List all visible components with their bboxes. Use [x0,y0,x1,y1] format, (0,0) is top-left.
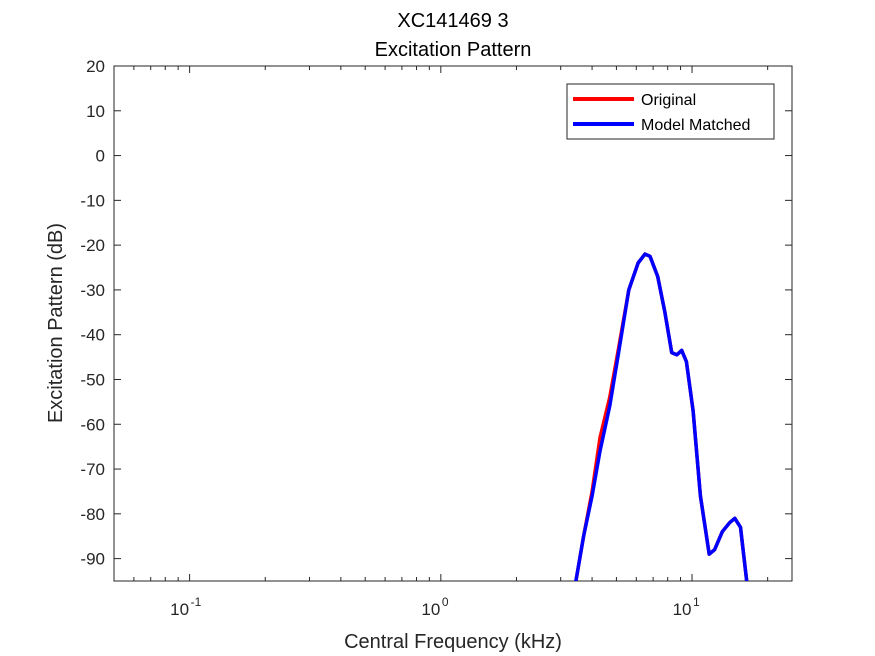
legend: Original Model Matched [566,83,775,140]
y-tick-label: -70 [80,460,105,479]
chart-title: XC141469 3 [397,10,508,32]
y-tick-label: -90 [80,550,105,569]
y-tick-label: -10 [80,191,105,210]
x-axis-label: Central Frequency (kHz) [344,631,562,653]
x-tick-labels: 10 -1 10 0 10 1 [170,595,700,619]
y-tick-label: -40 [80,326,105,345]
legend-label-original: Original [641,92,696,109]
legend-label-model-matched: Model Matched [641,117,750,134]
chart-subtitle: Excitation Pattern [375,39,532,61]
y-tick-label: -20 [80,236,105,255]
x-tick-label: 10 [170,600,189,619]
y-tick-label: -50 [80,370,105,389]
y-tick-label: -60 [80,415,105,434]
legend-box [566,83,775,140]
x-tick-exponent: 0 [442,595,449,609]
x-tick-label: 10 [421,600,440,619]
series-lines [574,252,749,581]
x-tick-exponent: 1 [693,595,700,609]
y-tick-labels: 20 10 0 -10 -20 -30 -40 -50 -60 -70 -80 -90 [80,57,105,569]
y-tick-label: -30 [80,281,105,300]
series-line-model-matched [574,252,749,581]
x-tick-exponent: -1 [191,595,202,609]
y-tick-label: 0 [96,147,105,166]
y-tick-label: -80 [80,505,105,524]
y-tick-label: 20 [86,57,105,76]
y-axis-label: Excitation Pattern (dB) [45,223,67,423]
tick-marks [113,65,792,581]
x-tick-label: 10 [673,600,692,619]
plot-area [113,65,793,582]
y-tick-label: 10 [86,102,105,121]
